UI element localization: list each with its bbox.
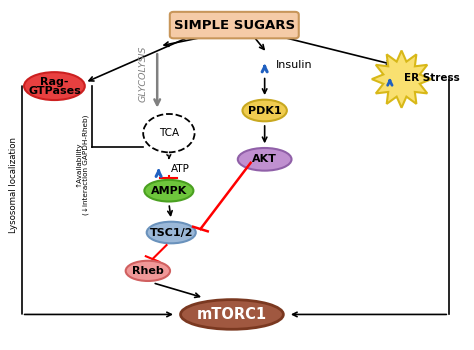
Text: Insulin: Insulin	[276, 60, 313, 70]
Text: PDK1: PDK1	[248, 105, 282, 116]
Text: TCA: TCA	[159, 128, 179, 138]
Text: SIMPLE SUGARS: SIMPLE SUGARS	[174, 19, 295, 32]
Ellipse shape	[145, 180, 193, 202]
Text: Rag-: Rag-	[40, 77, 69, 87]
Ellipse shape	[181, 300, 283, 329]
Text: ER Stress: ER Stress	[404, 74, 460, 83]
Text: Rheb: Rheb	[132, 266, 164, 276]
Text: ↑Availability
(↓interaction GAPDH-Rheb): ↑Availability (↓interaction GAPDH-Rheb)	[75, 114, 89, 215]
Ellipse shape	[243, 100, 287, 121]
Text: AMPK: AMPK	[151, 186, 187, 196]
Text: ATP: ATP	[171, 164, 190, 174]
Ellipse shape	[126, 261, 170, 281]
Text: GLYCOLYSIS: GLYCOLYSIS	[139, 46, 148, 102]
Ellipse shape	[24, 72, 85, 100]
Polygon shape	[372, 50, 431, 108]
Text: Lysosomal localization: Lysosomal localization	[9, 138, 18, 233]
Ellipse shape	[238, 148, 292, 171]
Text: TSC1/2: TSC1/2	[149, 228, 193, 238]
Ellipse shape	[146, 222, 196, 243]
FancyBboxPatch shape	[170, 12, 299, 38]
Text: GTPases: GTPases	[28, 86, 81, 96]
Text: mTORC1: mTORC1	[197, 307, 267, 322]
Text: AKT: AKT	[252, 154, 277, 164]
